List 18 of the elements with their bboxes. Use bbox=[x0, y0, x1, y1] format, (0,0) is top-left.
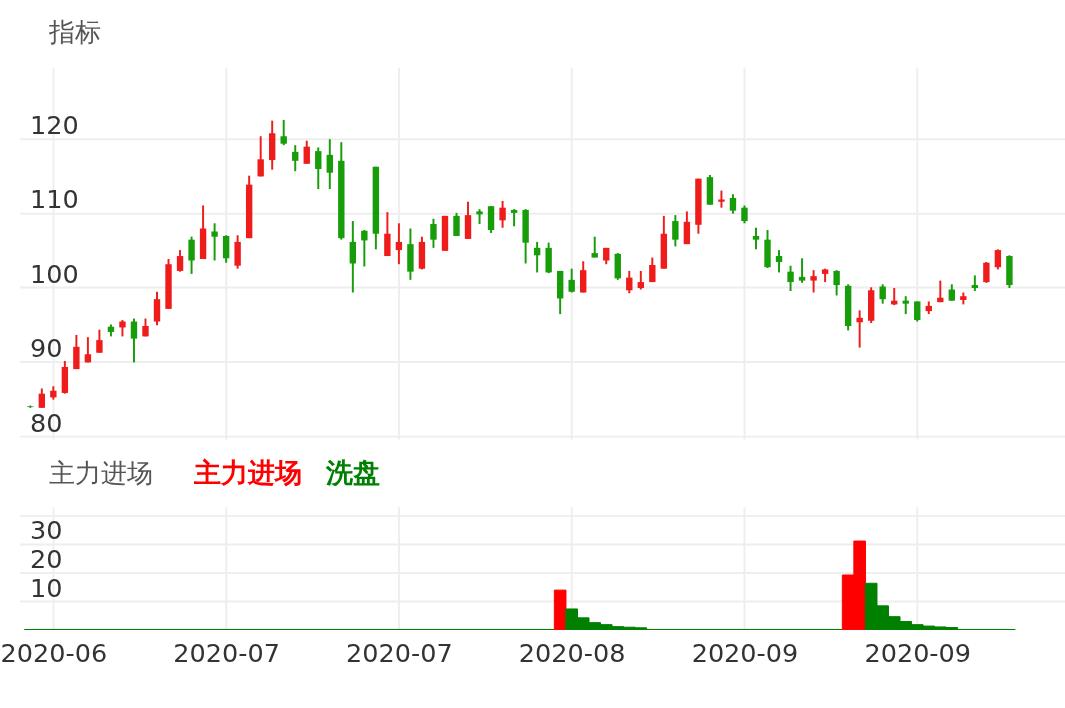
y-tick-label: 80 bbox=[29, 407, 63, 438]
y-tick-label: 110 bbox=[29, 184, 79, 215]
chart-title: 指标 bbox=[48, 16, 102, 47]
text: 洗盘 bbox=[324, 456, 380, 489]
x-tick-label: 2020-07 bbox=[173, 638, 280, 669]
x-tick-label: 2020-07 bbox=[346, 638, 453, 669]
chart-title: 主力进场 bbox=[49, 458, 154, 489]
y-tick-label: 90 bbox=[29, 333, 63, 364]
y-tick-label: 30 bbox=[29, 515, 63, 546]
y-tick-label: 10 bbox=[29, 572, 63, 603]
y-tick-label: 20 bbox=[29, 544, 63, 575]
text: 主力进场 bbox=[193, 456, 303, 489]
x-tick-label: 2020-09 bbox=[864, 638, 972, 669]
y-tick-label: 100 bbox=[29, 258, 79, 289]
x-tick-label: 2020-06 bbox=[0, 638, 108, 669]
y-tick-label: 120 bbox=[29, 110, 79, 141]
x-tick-label: 2020-09 bbox=[691, 638, 799, 669]
x-tick-label: 2020-08 bbox=[518, 638, 626, 669]
